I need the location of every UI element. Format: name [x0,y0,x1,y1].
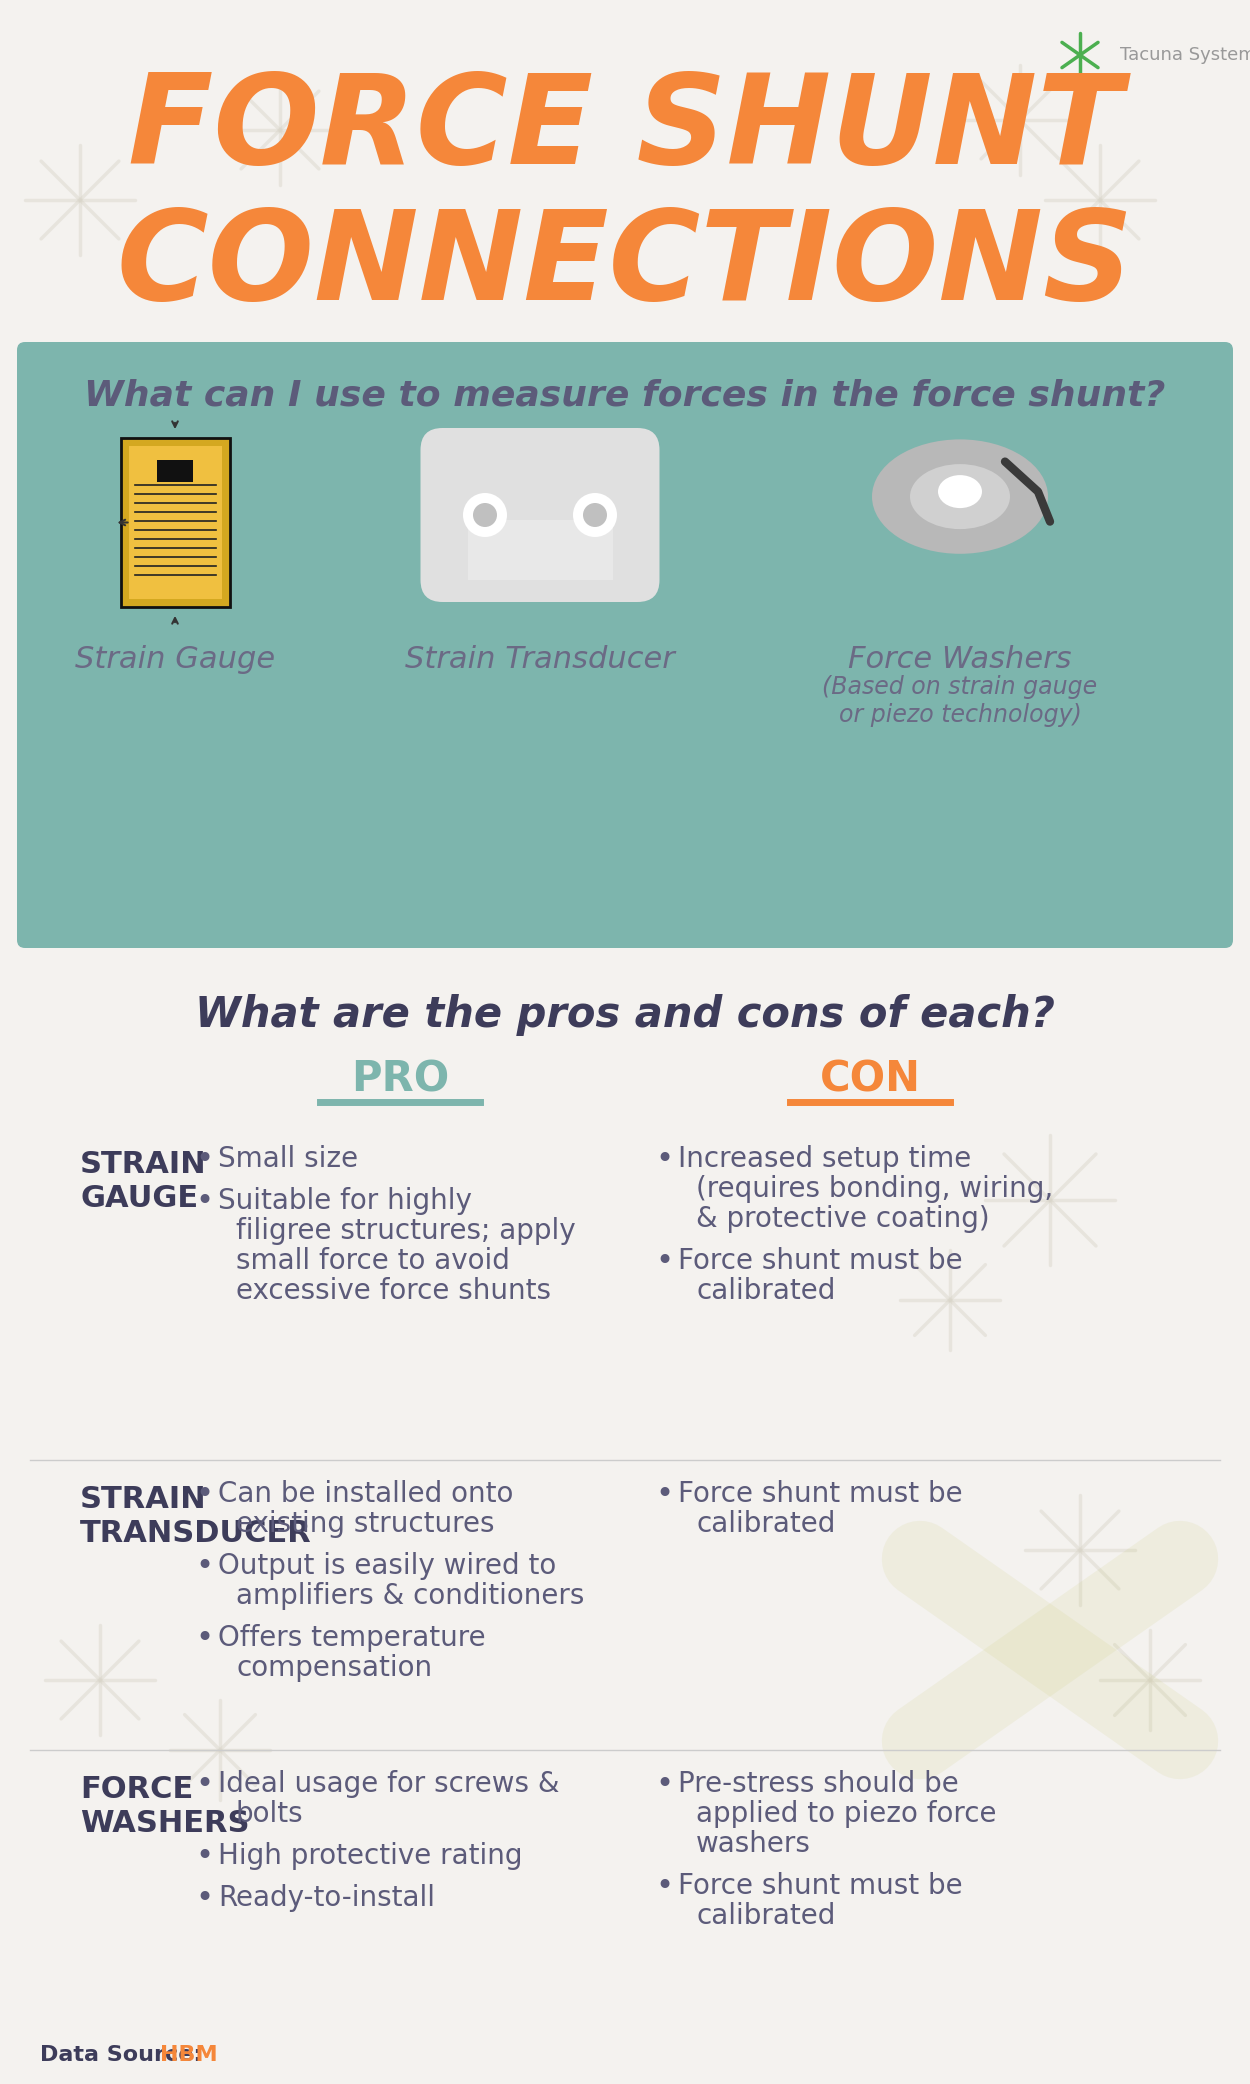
Circle shape [472,502,498,527]
Text: Can be installed onto: Can be installed onto [217,1480,514,1509]
Text: Suitable for highly: Suitable for highly [217,1188,472,1215]
Text: Tacuna Systems: Tacuna Systems [1120,46,1250,65]
Text: Strain Gauge: Strain Gauge [75,646,275,673]
Circle shape [572,494,618,538]
Text: Output is easily wired to: Output is easily wired to [217,1553,556,1580]
Text: Small size: Small size [217,1144,359,1173]
Text: HBM: HBM [160,2044,217,2065]
Text: Force shunt must be: Force shunt must be [678,1246,962,1275]
Text: •: • [195,1842,212,1871]
Text: •: • [195,1769,212,1798]
Text: High protective rating: High protective rating [217,1842,522,1869]
Ellipse shape [938,475,982,508]
Text: (requires bonding, wiring,: (requires bonding, wiring, [696,1175,1054,1202]
Text: small force to avoid: small force to avoid [236,1246,510,1275]
FancyBboxPatch shape [420,427,660,602]
Ellipse shape [910,465,1010,529]
Text: Data Source:: Data Source: [40,2044,210,2065]
Text: calibrated: calibrated [696,1903,835,1930]
Text: Strain Transducer: Strain Transducer [405,646,675,673]
Text: CONNECTIONS: CONNECTIONS [116,204,1134,325]
Text: Ideal usage for screws &: Ideal usage for screws & [217,1769,560,1798]
Text: PRO: PRO [351,1059,449,1100]
Text: What can I use to measure forces in the force shunt?: What can I use to measure forces in the … [84,377,1166,413]
Text: •: • [655,1871,672,1901]
Text: CON: CON [820,1059,920,1100]
Text: •: • [655,1144,672,1173]
Text: compensation: compensation [236,1655,432,1682]
Text: excessive force shunts: excessive force shunts [236,1277,551,1305]
Text: filigree structures; apply: filigree structures; apply [236,1217,575,1244]
FancyBboxPatch shape [468,521,612,579]
FancyBboxPatch shape [120,438,230,606]
Text: •: • [195,1623,212,1653]
Text: •: • [195,1144,212,1173]
Text: Ready-to-install: Ready-to-install [217,1884,435,1911]
Text: •: • [655,1480,672,1509]
Text: •: • [195,1188,212,1215]
Text: STRAIN
TRANSDUCER: STRAIN TRANSDUCER [80,1486,311,1548]
FancyBboxPatch shape [129,446,221,598]
Text: •: • [195,1884,212,1913]
Circle shape [462,494,508,538]
Text: Force Washers: Force Washers [849,646,1071,673]
Text: calibrated: calibrated [696,1511,835,1538]
Text: & protective coating): & protective coating) [696,1205,990,1234]
Text: •: • [195,1553,212,1582]
Text: What are the pros and cons of each?: What are the pros and cons of each? [195,994,1055,1036]
Circle shape [582,502,608,527]
Text: Force shunt must be: Force shunt must be [678,1480,962,1509]
Text: •: • [655,1246,672,1275]
Text: existing structures: existing structures [236,1511,495,1538]
Text: Offers temperature: Offers temperature [217,1623,485,1653]
Ellipse shape [872,440,1048,554]
Text: applied to piezo force: applied to piezo force [696,1801,996,1828]
FancyBboxPatch shape [18,342,1232,948]
Text: (Based on strain gauge
or piezo technology): (Based on strain gauge or piezo technolo… [822,675,1098,727]
Text: STRAIN
GAUGE: STRAIN GAUGE [80,1150,206,1213]
Text: FORCE SHUNT: FORCE SHUNT [127,69,1122,190]
Text: •: • [195,1480,212,1509]
Text: washers: washers [696,1830,811,1859]
FancyBboxPatch shape [158,461,192,481]
Text: calibrated: calibrated [696,1277,835,1305]
Text: amplifiers & conditioners: amplifiers & conditioners [236,1582,585,1611]
Text: FORCE
WASHERS: FORCE WASHERS [80,1776,250,1838]
Text: bolts: bolts [236,1801,304,1828]
Text: Increased setup time: Increased setup time [678,1144,971,1173]
Text: •: • [655,1769,672,1798]
Text: Pre-stress should be: Pre-stress should be [678,1769,959,1798]
Text: Force shunt must be: Force shunt must be [678,1871,962,1901]
